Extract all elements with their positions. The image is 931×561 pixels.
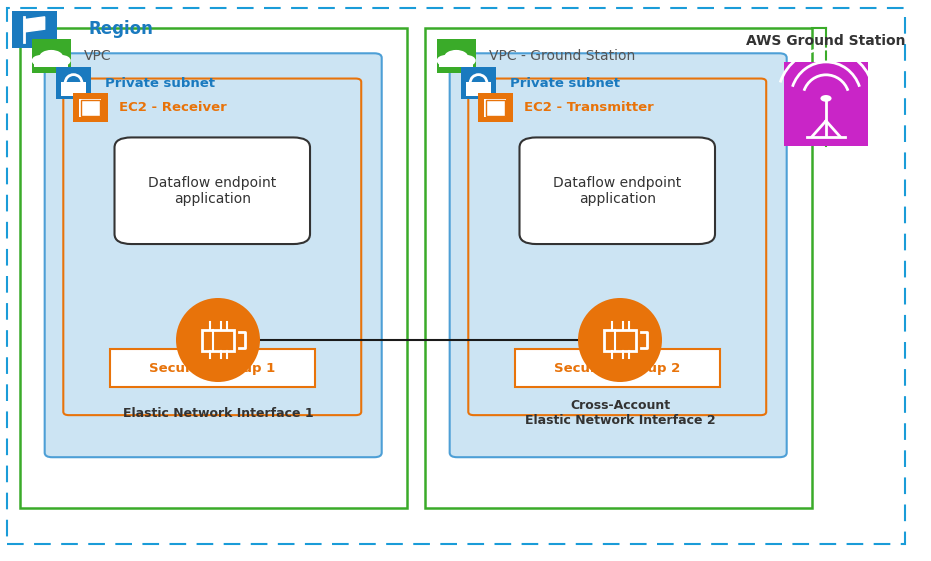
Ellipse shape [578, 298, 662, 382]
Bar [202, 329, 234, 351]
FancyBboxPatch shape [115, 137, 310, 244]
Ellipse shape [176, 298, 260, 382]
Bar [34, 57, 68, 67]
Circle shape [52, 55, 71, 66]
Polygon shape [24, 17, 45, 32]
Text: EC2 - Transmitter: EC2 - Transmitter [524, 101, 654, 114]
Bar [56, 67, 91, 99]
Bar [81, 100, 100, 116]
Text: Cross-Account
Elastic Network Interface 2: Cross-Account Elastic Network Interface … [525, 399, 715, 427]
Bar [20, 28, 407, 508]
Bar [466, 82, 491, 96]
Text: Region: Region [88, 20, 154, 39]
Text: EC2 - Receiver: EC2 - Receiver [119, 101, 227, 114]
Bar [73, 93, 108, 122]
Bar [79, 99, 101, 117]
FancyBboxPatch shape [45, 53, 382, 457]
Bar [484, 99, 506, 117]
Circle shape [32, 55, 50, 66]
Text: AWS Ground Station: AWS Ground Station [747, 34, 906, 48]
Bar [32, 39, 71, 73]
Circle shape [444, 50, 468, 65]
Bar [110, 349, 315, 387]
Bar [461, 67, 496, 99]
Bar [478, 93, 513, 122]
Circle shape [820, 95, 831, 102]
Bar [515, 349, 720, 387]
FancyBboxPatch shape [519, 137, 715, 244]
Bar [784, 62, 868, 146]
Text: Elastic Network Interface 1: Elastic Network Interface 1 [123, 407, 314, 420]
Circle shape [437, 55, 455, 66]
FancyBboxPatch shape [63, 79, 361, 415]
Bar [61, 82, 86, 96]
Circle shape [457, 55, 476, 66]
Bar [439, 57, 473, 67]
Bar [12, 11, 57, 48]
Text: Dataflow endpoint
application: Dataflow endpoint application [148, 176, 277, 206]
Text: VPC - Ground Station: VPC - Ground Station [489, 49, 635, 63]
Text: Security Group 1: Security Group 1 [149, 361, 276, 375]
Text: Security Group 2: Security Group 2 [554, 361, 681, 375]
Circle shape [39, 50, 63, 65]
Text: Private subnet: Private subnet [105, 76, 215, 90]
Bar [437, 39, 476, 73]
Text: VPC: VPC [84, 49, 112, 63]
Text: Dataflow endpoint
application: Dataflow endpoint application [553, 176, 681, 206]
FancyBboxPatch shape [450, 53, 787, 457]
Bar [604, 329, 636, 351]
Bar [486, 100, 505, 116]
Text: Private subnet: Private subnet [510, 76, 620, 90]
Bar [425, 28, 812, 508]
FancyBboxPatch shape [468, 79, 766, 415]
